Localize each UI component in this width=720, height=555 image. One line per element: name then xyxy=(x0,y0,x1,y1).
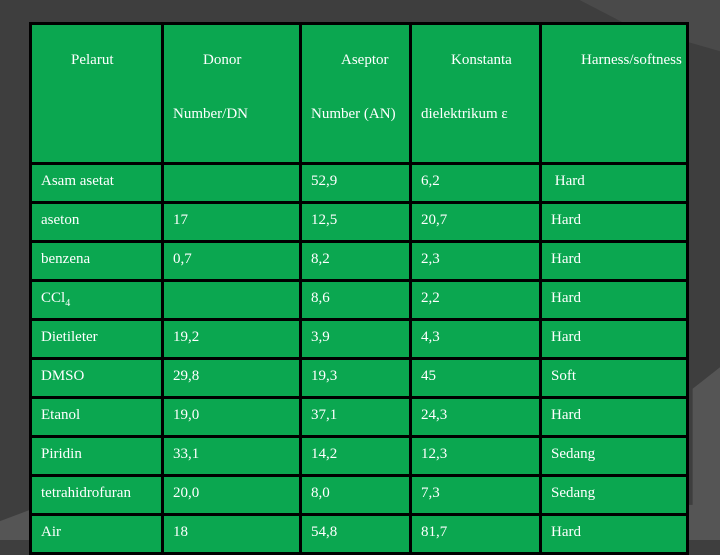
cell-hardness: Hard xyxy=(539,512,689,555)
cell-konstanta: 45 xyxy=(409,356,542,399)
cell-pelarut: aseton xyxy=(29,200,164,243)
cell-dn xyxy=(161,278,302,321)
table-header-row: Pelarut Donor Number/DN Aseptor Number (… xyxy=(29,22,689,165)
cell-dn xyxy=(161,161,302,204)
cell-hardness: Hard xyxy=(539,239,689,282)
cell-hardness: Hard xyxy=(539,317,689,360)
header-line2: Number (AN) xyxy=(311,106,396,123)
header-line1: Harness/softness xyxy=(581,51,682,68)
cell-pelarut: Piridin xyxy=(29,434,164,477)
cell-hardness: Hard xyxy=(539,200,689,243)
cell-an: 3,9 xyxy=(299,317,412,360)
cell-pelarut: benzena xyxy=(29,239,164,282)
cell-konstanta: 2,2 xyxy=(409,278,542,321)
table-row: Asam asetat 52,9 6,2 Hard xyxy=(29,161,689,204)
header-donor-number: Donor Number/DN xyxy=(161,22,302,165)
table-row: DMSO 29,8 19,3 45 Soft xyxy=(29,356,689,399)
cell-hardness: Hard xyxy=(539,278,689,321)
cell-hardness: Soft xyxy=(539,356,689,399)
cell-konstanta: 6,2 xyxy=(409,161,542,204)
cell-konstanta: 24,3 xyxy=(409,395,542,438)
cell-konstanta: 81,7 xyxy=(409,512,542,555)
cell-an: 14,2 xyxy=(299,434,412,477)
cell-an: 52,9 xyxy=(299,161,412,204)
cell-pelarut: Etanol xyxy=(29,395,164,438)
header-line1: Pelarut xyxy=(71,51,114,68)
table-row: tetrahidrofuran 20,0 8,0 7,3 Sedang xyxy=(29,473,689,516)
cell-pelarut: Air xyxy=(29,512,164,555)
header-aseptor-number: Aseptor Number (AN) xyxy=(299,22,412,165)
solvent-properties-table: Pelarut Donor Number/DN Aseptor Number (… xyxy=(29,22,689,555)
cell-dn: 19,2 xyxy=(161,317,302,360)
header-konstanta-dielektrikum: Konstanta dielektrikum ε xyxy=(409,22,542,165)
table-row: Air 18 54,8 81,7 Hard xyxy=(29,512,689,555)
table-row: CCl4 8,6 2,2 Hard xyxy=(29,278,689,321)
cell-pelarut: CCl4 xyxy=(29,278,164,321)
cell-dn: 33,1 xyxy=(161,434,302,477)
cell-hardness: Hard xyxy=(539,395,689,438)
cell-hardness: Sedang xyxy=(539,434,689,477)
cell-pelarut: tetrahidrofuran xyxy=(29,473,164,516)
cell-an: 54,8 xyxy=(299,512,412,555)
cell-dn: 29,8 xyxy=(161,356,302,399)
cell-konstanta: 12,3 xyxy=(409,434,542,477)
cell-konstanta: 7,3 xyxy=(409,473,542,516)
cell-konstanta: 4,3 xyxy=(409,317,542,360)
header-line2: Number/DN xyxy=(173,106,248,123)
table-row: aseton 17 12,5 20,7 Hard xyxy=(29,200,689,243)
cell-hardness: Sedang xyxy=(539,473,689,516)
cell-an: 37,1 xyxy=(299,395,412,438)
cell-an: 8,6 xyxy=(299,278,412,321)
cell-dn: 18 xyxy=(161,512,302,555)
cell-pelarut: DMSO xyxy=(29,356,164,399)
subscript: 4 xyxy=(65,297,71,309)
header-pelarut: Pelarut xyxy=(29,22,164,165)
cell-konstanta: 20,7 xyxy=(409,200,542,243)
cell-an: 12,5 xyxy=(299,200,412,243)
cell-dn: 0,7 xyxy=(161,239,302,282)
cell-an: 19,3 xyxy=(299,356,412,399)
cell-an: 8,0 xyxy=(299,473,412,516)
table-row: Etanol 19,0 37,1 24,3 Hard xyxy=(29,395,689,438)
cell-dn: 19,0 xyxy=(161,395,302,438)
cell-dn: 17 xyxy=(161,200,302,243)
header-line1: Konstanta xyxy=(451,51,512,68)
header-hardness-softness: Harness/softness xyxy=(539,22,689,165)
cell-konstanta: 2,3 xyxy=(409,239,542,282)
cell-pelarut: Asam asetat xyxy=(29,161,164,204)
table-row: Dietileter 19,2 3,9 4,3 Hard xyxy=(29,317,689,360)
table-body: Asam asetat 52,9 6,2 Hard aseton 17 12,5 20,7 H… xyxy=(29,161,689,555)
cell-pelarut: Dietileter xyxy=(29,317,164,360)
header-line1: Donor xyxy=(203,51,242,68)
table-row: Piridin 33,1 14,2 12,3 Sedang xyxy=(29,434,689,477)
header-line2: dielektrikum ε xyxy=(421,106,508,123)
cell-dn: 20,0 xyxy=(161,473,302,516)
cell-an: 8,2 xyxy=(299,239,412,282)
header-line1: Aseptor xyxy=(341,51,389,68)
table-row: benzena 0,7 8,2 2,3 Hard xyxy=(29,239,689,282)
cell-hardness: Hard xyxy=(539,161,689,204)
